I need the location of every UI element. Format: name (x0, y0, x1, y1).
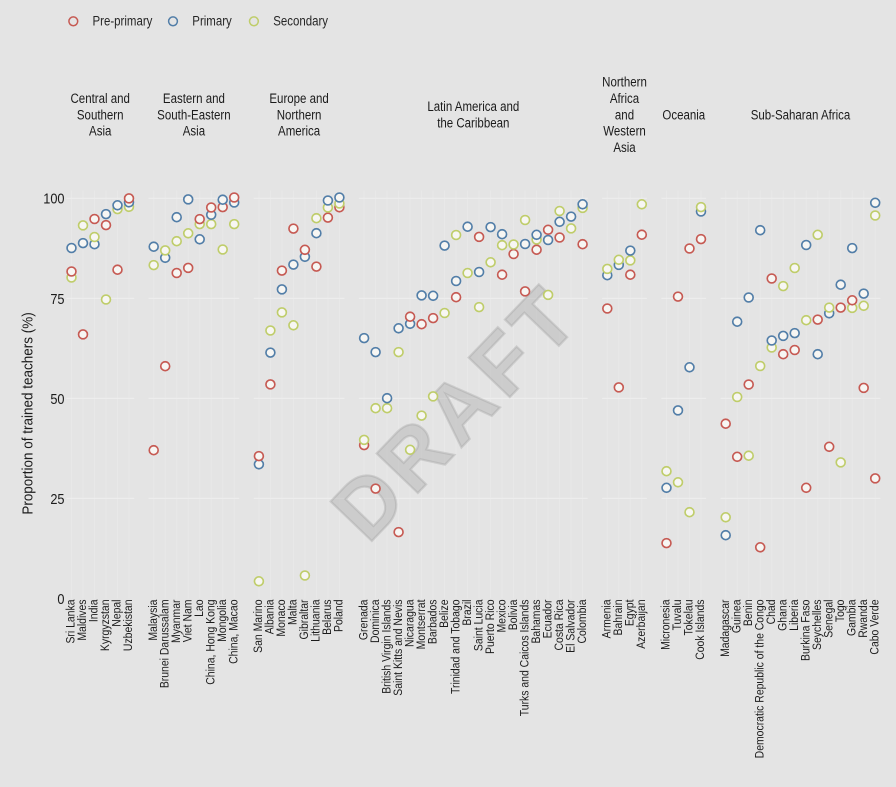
svg-text:Nicaragua: Nicaragua (404, 599, 417, 647)
svg-text:Primary: Primary (192, 14, 232, 29)
svg-text:South-Eastern: South-Eastern (157, 106, 230, 122)
svg-text:Togo: Togo (834, 600, 847, 623)
svg-text:75: 75 (50, 290, 64, 307)
svg-text:the Caribbean: the Caribbean (437, 114, 509, 130)
svg-text:Secondary: Secondary (273, 14, 328, 29)
svg-text:Madagascar: Madagascar (719, 599, 732, 657)
svg-text:Belize: Belize (438, 600, 451, 628)
svg-text:Latin America and: Latin America and (427, 98, 519, 114)
svg-text:Chad: Chad (765, 600, 778, 625)
svg-text:Gambia: Gambia (846, 599, 859, 636)
svg-text:Ecuador: Ecuador (542, 599, 555, 638)
svg-text:Viet Nam: Viet Nam (182, 600, 195, 643)
svg-text:Pre-primary: Pre-primary (93, 14, 154, 29)
svg-text:Guinea: Guinea (731, 599, 744, 633)
svg-text:Mongolia: Mongolia (216, 599, 229, 642)
svg-text:Dominica: Dominica (369, 599, 382, 643)
svg-text:Cabo Verde: Cabo Verde (869, 600, 882, 655)
svg-text:Uzbekistan: Uzbekistan (123, 600, 136, 652)
svg-text:Central and: Central and (70, 90, 129, 106)
svg-text:Sub-Saharan Africa: Sub-Saharan Africa (751, 106, 851, 122)
svg-text:Montserrat: Montserrat (415, 599, 428, 650)
svg-text:San Marino: San Marino (252, 600, 265, 653)
svg-text:Bahrain: Bahrain (612, 600, 625, 636)
svg-text:Egypt: Egypt (624, 599, 637, 626)
svg-text:Oceania: Oceania (662, 106, 706, 122)
svg-text:Nepal: Nepal (111, 600, 124, 627)
svg-text:Turks and Caicos Islands: Turks and Caicos Islands (519, 599, 532, 716)
svg-text:China, Macao: China, Macao (228, 600, 241, 664)
svg-text:Eastern and: Eastern and (163, 90, 225, 106)
svg-text:Malaysia: Malaysia (147, 599, 160, 641)
svg-text:Senegal: Senegal (823, 600, 836, 638)
svg-text:Albania: Albania (264, 599, 277, 634)
svg-text:Malta: Malta (287, 599, 300, 625)
svg-text:Bolivia: Bolivia (507, 599, 520, 630)
svg-text:Trinidad and Tobago: Trinidad and Tobago (450, 600, 463, 695)
svg-text:Europe and: Europe and (269, 90, 328, 106)
svg-text:Brazil: Brazil (461, 600, 474, 626)
svg-text:Benin: Benin (742, 600, 755, 627)
svg-text:Puerto Rico: Puerto Rico (484, 600, 497, 654)
svg-text:Asia: Asia (183, 122, 206, 138)
svg-text:100: 100 (43, 190, 64, 207)
svg-text:India: India (88, 599, 101, 622)
svg-text:Colombia: Colombia (576, 599, 589, 644)
svg-text:Gibraltar: Gibraltar (298, 599, 311, 639)
svg-text:Micronesia: Micronesia (660, 599, 673, 650)
svg-text:Poland: Poland (333, 600, 346, 632)
svg-text:Democratic Republic of the Con: Democratic Republic of the Congo (754, 600, 767, 759)
svg-text:Mexico: Mexico (496, 600, 509, 633)
svg-text:Tuvalu: Tuvalu (672, 600, 685, 631)
svg-text:Monaco: Monaco (275, 600, 288, 637)
svg-text:Tokelau: Tokelau (683, 600, 696, 636)
svg-text:El Salvador: El Salvador (565, 599, 578, 653)
svg-text:Kyrgyzstan: Kyrgyzstan (100, 600, 113, 652)
svg-text:Grenada: Grenada (358, 599, 371, 640)
svg-text:Lithuania: Lithuania (310, 599, 323, 642)
svg-text:Costa Rica: Costa Rica (553, 599, 566, 651)
svg-text:Proportion of trained teachers: Proportion of trained teachers (%) (19, 312, 36, 514)
svg-text:Armenia: Armenia (601, 599, 614, 639)
svg-text:Burkina Faso: Burkina Faso (800, 600, 813, 661)
svg-text:Myanmar: Myanmar (170, 599, 183, 643)
svg-text:Sri Lanka: Sri Lanka (65, 599, 78, 644)
svg-text:Asia: Asia (89, 122, 112, 138)
svg-text:China, Hong Kong: China, Hong Kong (205, 600, 218, 685)
svg-text:Bahamas: Bahamas (530, 599, 543, 643)
svg-text:Cook Islands: Cook Islands (695, 599, 708, 660)
svg-text:Southern: Southern (77, 106, 124, 122)
svg-text:and: and (615, 106, 634, 122)
svg-text:America: America (278, 122, 321, 138)
svg-text:Saint Lucia: Saint Lucia (473, 599, 486, 651)
svg-text:Africa: Africa (610, 90, 640, 106)
svg-text:Seychelles: Seychelles (811, 599, 824, 650)
svg-text:0: 0 (57, 590, 64, 607)
svg-text:Brunei Darussalam: Brunei Darussalam (159, 600, 172, 689)
svg-text:Barbados: Barbados (427, 599, 440, 644)
svg-text:25: 25 (50, 490, 64, 507)
svg-text:Rwanda: Rwanda (857, 599, 870, 638)
svg-text:Western: Western (603, 122, 646, 138)
svg-text:Belarus: Belarus (321, 599, 334, 635)
svg-text:Azerbaijan: Azerbaijan (635, 600, 648, 649)
svg-text:British Virgin Islands: British Virgin Islands (381, 599, 394, 694)
svg-text:Northern: Northern (277, 106, 322, 122)
svg-text:Liberia: Liberia (788, 599, 801, 631)
svg-text:Northern: Northern (602, 74, 647, 90)
svg-text:50: 50 (50, 390, 64, 407)
svg-text:Asia: Asia (613, 139, 636, 155)
svg-text:Maldives: Maldives (77, 599, 90, 641)
svg-text:Lao: Lao (193, 600, 206, 617)
svg-text:Saint Kitts and Nevis: Saint Kitts and Nevis (392, 599, 405, 696)
svg-text:Ghana: Ghana (777, 599, 790, 631)
